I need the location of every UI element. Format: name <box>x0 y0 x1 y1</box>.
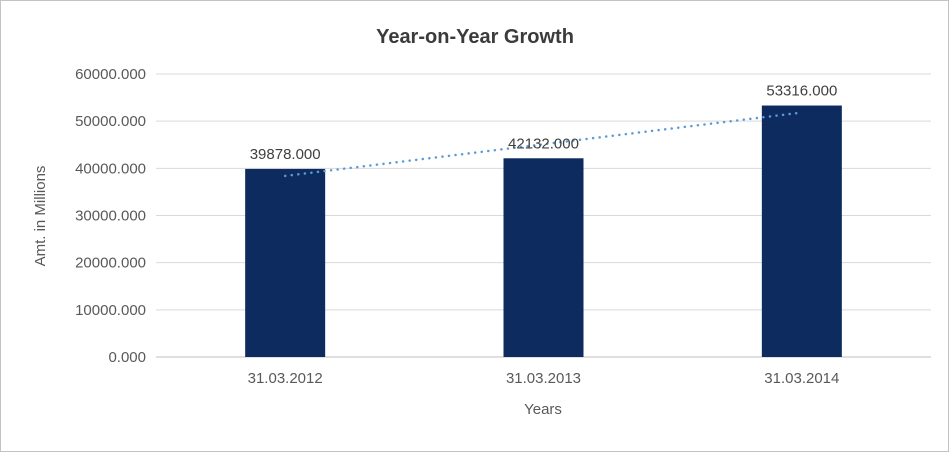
data-label: 53316.000 <box>766 83 837 100</box>
y-tick-label: 40000.000 <box>75 160 146 177</box>
x-axis-title: Years <box>524 401 562 418</box>
x-tick-label: 31.03.2013 <box>506 370 581 387</box>
y-tick-label: 50000.000 <box>75 113 146 130</box>
chart-title: Year-on-Year Growth <box>376 26 574 48</box>
y-tick-label: 60000.000 <box>75 66 146 83</box>
data-label-layer: 39878.000 42132.000 53316.000 <box>250 83 838 163</box>
x-tick-label: 31.03.2014 <box>764 370 839 387</box>
y-tick-label: 30000.000 <box>75 208 146 225</box>
trendline <box>283 111 804 178</box>
bar <box>761 105 842 357</box>
data-label: 39878.000 <box>250 146 321 163</box>
data-label: 42132.000 <box>508 135 579 152</box>
bar <box>245 168 326 357</box>
y-tick-label: 10000.000 <box>75 302 146 319</box>
y-tick-label: 20000.000 <box>75 255 146 272</box>
trend-layer <box>283 111 804 178</box>
bar-layer: 31.03.2012 31.03.2013 31.03.2014 <box>245 105 842 387</box>
x-tick-label: 31.03.2012 <box>248 370 323 387</box>
y-tick-label: 0.000 <box>108 349 146 366</box>
bar <box>503 158 584 357</box>
y-axis-title: Amt. in Millions <box>32 166 49 267</box>
